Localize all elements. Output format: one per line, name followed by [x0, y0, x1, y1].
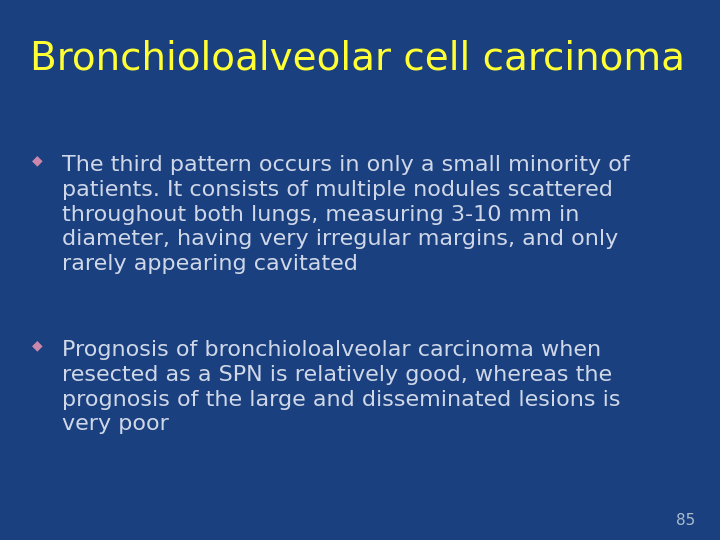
- Text: patients. It consists of multiple nodules scattered: patients. It consists of multiple nodule…: [62, 180, 613, 200]
- Text: ◆: ◆: [32, 338, 42, 352]
- Text: Bronchioloalveolar cell carcinoma: Bronchioloalveolar cell carcinoma: [30, 40, 685, 78]
- Text: throughout both lungs, measuring 3-10 mm in: throughout both lungs, measuring 3-10 mm…: [62, 205, 580, 225]
- Text: Prognosis of bronchioloalveolar carcinoma when: Prognosis of bronchioloalveolar carcinom…: [62, 340, 601, 360]
- Text: The third pattern occurs in only a small minority of: The third pattern occurs in only a small…: [62, 155, 630, 175]
- Text: resected as a SPN is relatively good, whereas the: resected as a SPN is relatively good, wh…: [62, 365, 612, 385]
- Text: very poor: very poor: [62, 414, 169, 434]
- Text: rarely appearing cavitated: rarely appearing cavitated: [62, 254, 358, 274]
- Text: 85: 85: [676, 513, 695, 528]
- Text: ◆: ◆: [32, 153, 42, 167]
- Text: prognosis of the large and disseminated lesions is: prognosis of the large and disseminated …: [62, 389, 621, 410]
- Text: diameter, having very irregular margins, and only: diameter, having very irregular margins,…: [62, 230, 618, 249]
